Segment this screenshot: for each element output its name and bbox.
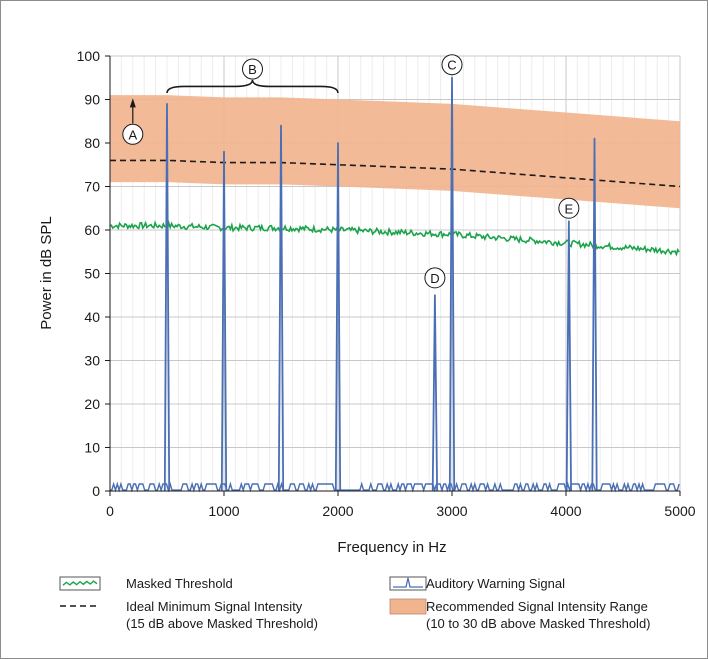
annotation-b-brace [166,79,339,94]
legend-label: Auditory Warning Signal [426,576,565,591]
x-tick-label: 3000 [436,503,467,519]
signal-peak [277,124,285,492]
annotation-label-b: B [248,62,257,77]
y-axis-title: Power in dB SPL [38,216,55,329]
legend-label: Recommended Signal Intensity Range [426,599,648,614]
legend-swatch-range [389,598,427,615]
y-tick-label: 50 [84,266,100,282]
legend-label: Masked Threshold [126,576,233,591]
x-tick-label: 2000 [322,503,353,519]
legend-swatch-masked [62,580,98,586]
axes [105,55,681,496]
y-tick-label: 100 [77,48,101,64]
annotation-label-e: E [565,201,574,216]
annotation-circle [242,58,263,80]
y-tick-label: 90 [84,92,100,108]
annotation-circle [122,123,144,145]
x-tick-label: 0 [106,503,114,519]
y-tick-label: 80 [84,135,100,151]
legend-item-recommended-range: Recommended Signal Intensity Range (10 to… [389,598,651,631]
signal-peak [163,102,171,492]
recommended-range-area [110,95,680,209]
legend: Masked Threshold Ideal Minimum Signal Int… [59,576,651,631]
y-tick-label: 10 [84,440,100,456]
auditory-signal-layer [110,76,680,493]
signal-peak [431,294,438,492]
masked-threshold-line [109,220,680,257]
y-tick-label: 70 [84,179,100,195]
ideal-minimum-layer [110,159,681,188]
legend-sublabel: (10 to 30 dB above Masked Threshold) [426,616,651,631]
y-tick-label: 20 [84,396,100,412]
signal-noise-floor [110,481,680,493]
legend-swatch-box [59,576,101,591]
annotations: A B C D E [122,54,580,289]
signal-peak [591,137,598,492]
legend-sublabel: (15 dB above Masked Threshold) [126,616,318,631]
signal-peak [448,76,456,492]
masked-threshold-layer [109,220,680,257]
x-tick-label: 1000 [208,503,239,519]
legend-item-ideal-minimum: Ideal Minimum Signal Intensity (15 dB abo… [60,599,318,631]
x-axis-title: Frequency in Hz [337,539,446,556]
annotation-circle [558,197,580,219]
y-tick-label: 60 [84,222,100,238]
x-tick-label: 5000 [664,503,695,519]
legend-item-masked-threshold: Masked Threshold [59,576,233,591]
legend-item-auditory-signal: Auditory Warning Signal [389,576,565,591]
x-tick-label: 4000 [550,503,581,519]
signal-peak [334,142,342,492]
signal-peak [220,150,228,492]
annotation-label-a: A [128,127,137,142]
y-tick-label: 0 [92,483,100,499]
ideal-minimum-line [110,159,681,188]
annotation-circle [441,54,463,76]
annotation-circle [424,267,446,289]
annotation-label-c: C [447,58,456,73]
signal-peak [565,220,572,492]
annotation-a-arrowhead [129,98,136,108]
annotation-label-d: D [430,271,439,286]
legend-swatch-signal [393,577,423,588]
legend-label: Ideal Minimum Signal Intensity [126,599,303,614]
recommended-range-band [110,95,680,209]
y-tick-label: 40 [84,309,100,325]
y-tick-label: 30 [84,353,100,369]
